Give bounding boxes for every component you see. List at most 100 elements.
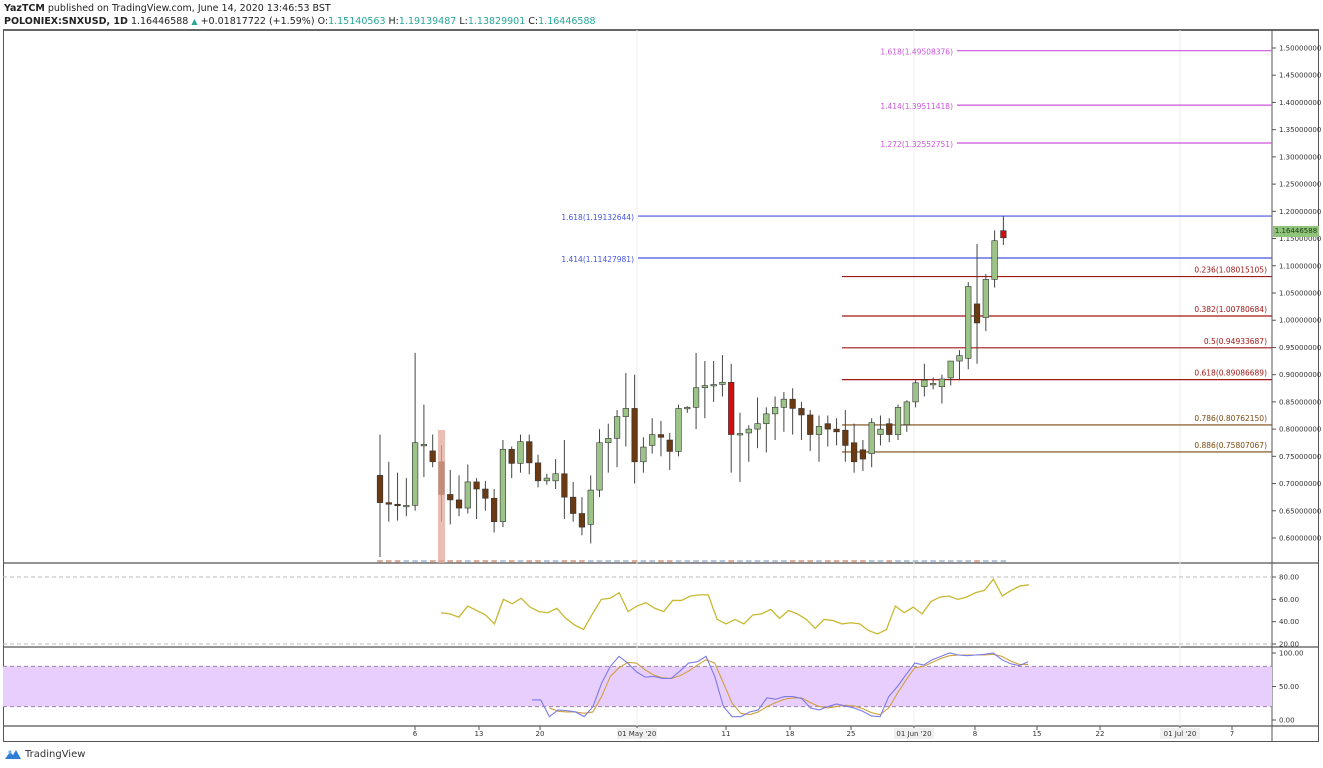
price-axis-label: 1.25000000 [1279,181,1321,189]
candle-body[interactable] [666,439,673,452]
up-arrow-icon: ▲ [191,17,198,26]
fib-level-label: 0.886(0.75807067) [1194,441,1267,450]
volume-bar [508,560,515,563]
candle-body[interactable] [570,496,577,514]
candle-body[interactable] [631,408,638,463]
candle-body[interactable] [1000,230,1007,239]
price-axis-label: 1.00000000 [1279,317,1321,325]
candle-body[interactable] [938,378,946,387]
candle-body[interactable] [921,379,928,387]
volume-bar [377,560,383,563]
candle-body[interactable] [622,408,629,417]
volume-bar [429,560,436,563]
candle-body[interactable] [420,444,428,447]
candle-body[interactable] [710,384,717,387]
candle-body[interactable] [868,422,875,454]
candle-body[interactable] [991,240,998,280]
volume-bar [939,560,945,563]
time-axis-label: 18 [786,730,795,738]
close-label: C: [528,16,539,27]
candle-body[interactable] [692,387,700,408]
candle-body[interactable] [482,488,489,499]
time-axis-label: 11 [722,730,731,738]
candle-body[interactable] [657,434,665,438]
candle-body[interactable] [912,382,919,403]
volume-bar [816,560,822,563]
candle-body[interactable] [903,401,910,426]
volume-bar [833,560,840,563]
candle-body[interactable] [973,303,981,324]
price-axis-label: 0.65000000 [1279,507,1321,515]
candle-body[interactable] [771,407,779,415]
candle-body[interactable] [596,442,603,491]
price-axis-label: 0.60000000 [1279,535,1321,543]
symbol-label: POLONIEX:SNXUSD, 1D [4,16,128,27]
volume-bar [684,560,691,563]
author-name[interactable]: YazTCM [4,3,45,14]
candle-body[interactable] [526,441,533,464]
candle-body[interactable] [824,423,831,430]
candle-body[interactable] [394,503,401,507]
candle-body[interactable] [429,450,436,463]
candle-body[interactable] [376,475,384,503]
candle-body[interactable] [385,502,392,505]
candle-body[interactable] [499,448,507,522]
candle-body[interactable] [956,355,963,362]
candle-body[interactable] [701,385,708,389]
candle-body[interactable] [833,428,840,433]
candle-body[interactable] [675,408,682,452]
tradingview-logo-icon [5,750,21,759]
candle-body[interactable] [684,407,691,410]
candle-body[interactable] [517,441,524,464]
candle-body[interactable] [842,429,849,446]
candle-body[interactable] [613,416,621,439]
candle-body[interactable] [930,383,937,386]
volume-bar [868,560,875,563]
time-label-bg [894,728,934,739]
volume-bar [877,560,884,563]
candle-body[interactable] [763,413,770,424]
candle-body[interactable] [491,497,498,522]
candle-body[interactable] [894,407,902,435]
candle-body[interactable] [587,489,594,525]
candle-body[interactable] [947,360,954,379]
candle-body[interactable] [447,494,454,501]
candle-body[interactable] [736,433,744,436]
volume-bar [500,560,506,563]
candle-body[interactable] [464,481,471,509]
volume-bar [728,560,734,563]
candle-body[interactable] [543,477,550,482]
candle-body[interactable] [807,414,814,435]
candle-body[interactable] [877,428,884,435]
candle-body[interactable] [412,442,419,506]
candle-body[interactable] [552,473,559,482]
candle-body[interactable] [780,398,787,408]
candle-body[interactable] [982,279,989,318]
candle-body[interactable] [534,462,542,482]
candle-body[interactable] [455,499,463,509]
candle-body[interactable] [859,449,866,460]
candle-body[interactable] [508,448,515,464]
candle-body[interactable] [561,473,568,498]
candle-body[interactable] [745,428,752,434]
candle-body[interactable] [728,381,735,435]
candle-body[interactable] [965,286,972,359]
volume-bar [456,560,462,563]
candle-body[interactable] [798,408,805,416]
candle-body[interactable] [473,481,480,490]
candle-body[interactable] [649,434,656,446]
candle-body[interactable] [789,398,796,409]
rsi-line [440,578,1030,635]
candle-body[interactable] [815,426,823,435]
candle-body[interactable] [886,423,893,435]
candle-body[interactable] [851,442,858,463]
candle-body[interactable] [403,505,410,508]
candle-body[interactable] [754,423,761,430]
candle-body[interactable] [605,438,612,444]
candle-body[interactable] [640,446,647,463]
candle-body[interactable] [578,513,586,528]
brand-footer[interactable]: TradingView [4,749,85,760]
volume-spike-bar [438,430,445,563]
candle-body[interactable] [719,381,726,385]
